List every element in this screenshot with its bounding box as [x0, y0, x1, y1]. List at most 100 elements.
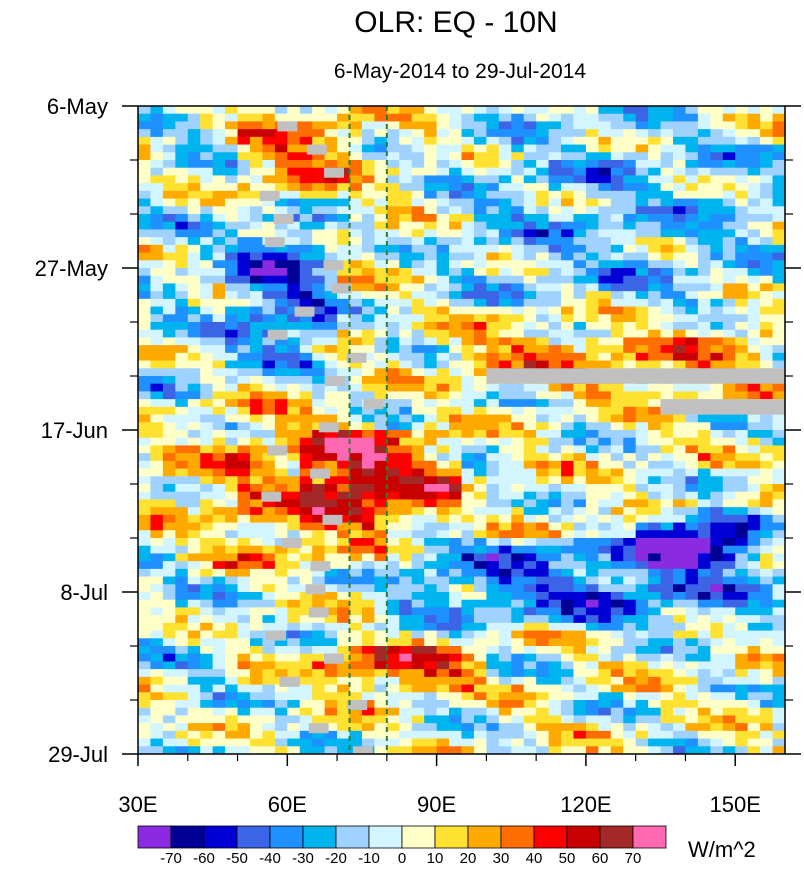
- heat-cell: [262, 437, 276, 447]
- heat-cell: [660, 345, 674, 354]
- heat-cell: [623, 738, 637, 747]
- heat-cell: [138, 460, 152, 470]
- heat-cell: [536, 669, 550, 678]
- heat-cell: [523, 576, 537, 585]
- heat-cell: [722, 746, 736, 754]
- heat-cell: [473, 707, 487, 717]
- heat-cell: [511, 561, 525, 570]
- heat-cell: [648, 715, 662, 724]
- heat-cell: [536, 414, 550, 423]
- heat-cell: [287, 499, 301, 508]
- heat-cell: [200, 653, 214, 663]
- heat-cell: [200, 198, 214, 207]
- heat-cell: [386, 514, 400, 524]
- heat-cell: [324, 622, 338, 632]
- heat-cell: [623, 499, 637, 508]
- heat-cell: [374, 584, 388, 593]
- heat-cell: [760, 167, 774, 177]
- heat-cell: [511, 360, 525, 369]
- heat-cell: [536, 538, 550, 547]
- heat-cell: [324, 206, 338, 215]
- heat-cell: [486, 136, 500, 146]
- heat-cell: [461, 414, 475, 423]
- heat-cell: [710, 653, 724, 663]
- heat-cell: [561, 244, 575, 254]
- heat-cell: [349, 167, 363, 177]
- heat-cell: [374, 113, 388, 123]
- heat-cell: [200, 514, 214, 524]
- heat-cell: [461, 746, 475, 754]
- heat-cell: [411, 576, 425, 585]
- heat-cell: [610, 723, 624, 732]
- heat-cell: [635, 167, 649, 177]
- heat-cell: [200, 646, 214, 655]
- heat-cell: [461, 738, 475, 747]
- heat-cell: [623, 260, 637, 269]
- heat-cell: [436, 592, 450, 601]
- heat-cell: [772, 730, 785, 740]
- heat-cell: [262, 453, 276, 462]
- heat-cell: [162, 383, 176, 393]
- heat-cell: [523, 121, 537, 130]
- heat-cell: [561, 430, 575, 439]
- missing-data-patch: [264, 237, 285, 248]
- heat-cell: [722, 206, 736, 215]
- heat-cell: [486, 676, 500, 686]
- heat-cell: [598, 630, 612, 639]
- missing-data-patch: [324, 376, 345, 387]
- heat-cell: [324, 460, 338, 470]
- heat-cell: [710, 746, 724, 754]
- heat-cell: [697, 592, 711, 601]
- heat-cell: [349, 329, 363, 339]
- heat-cell: [274, 422, 288, 431]
- heat-cell: [473, 291, 487, 300]
- heat-cell: [424, 152, 438, 161]
- colorbar-tick-label: 50: [559, 850, 576, 867]
- heat-cell: [374, 190, 388, 200]
- heat-cell: [187, 607, 201, 616]
- heat-cell: [299, 514, 313, 524]
- heat-cell: [225, 592, 239, 601]
- heat-cell: [511, 198, 525, 207]
- heat-cell: [349, 599, 363, 609]
- heat-cell: [697, 383, 711, 393]
- heat-cell: [312, 376, 326, 385]
- heat-cell: [498, 646, 512, 655]
- heat-cell: [648, 568, 662, 578]
- heat-cell: [436, 229, 450, 238]
- colorbar-swatch: [170, 825, 205, 849]
- heat-cell: [573, 144, 587, 153]
- heat-cell: [175, 538, 189, 547]
- heat-cell: [710, 190, 724, 200]
- heat-cell: [212, 530, 226, 539]
- heat-cell: [747, 283, 761, 292]
- heat-cell: [436, 129, 450, 138]
- heat-cell: [287, 484, 301, 493]
- heat-cell: [449, 599, 463, 609]
- heat-cell: [486, 291, 500, 300]
- heat-cell: [299, 553, 313, 562]
- heat-cell: [461, 484, 475, 493]
- heat-cell: [411, 306, 425, 315]
- heat-cell: [473, 692, 487, 701]
- heat-cell: [585, 136, 599, 146]
- heat-cell: [225, 252, 239, 261]
- heat-cell: [772, 514, 785, 524]
- heat-cell: [660, 352, 674, 362]
- heat-cell: [299, 160, 313, 169]
- heat-cell: [411, 514, 425, 524]
- heat-cell: [498, 476, 512, 485]
- heat-cell: [237, 360, 251, 369]
- heat-cell: [337, 599, 351, 609]
- heat-cell: [337, 214, 351, 223]
- heat-cell: [200, 676, 214, 686]
- heat-cell: [337, 260, 351, 269]
- heat-cell: [573, 468, 587, 477]
- heat-cell: [598, 553, 612, 562]
- heat-cell: [411, 291, 425, 300]
- heat-cell: [511, 630, 525, 639]
- heat-cell: [150, 337, 164, 346]
- heat-cell: [386, 437, 400, 447]
- heat-cell: [138, 630, 152, 639]
- heat-cell: [312, 136, 326, 146]
